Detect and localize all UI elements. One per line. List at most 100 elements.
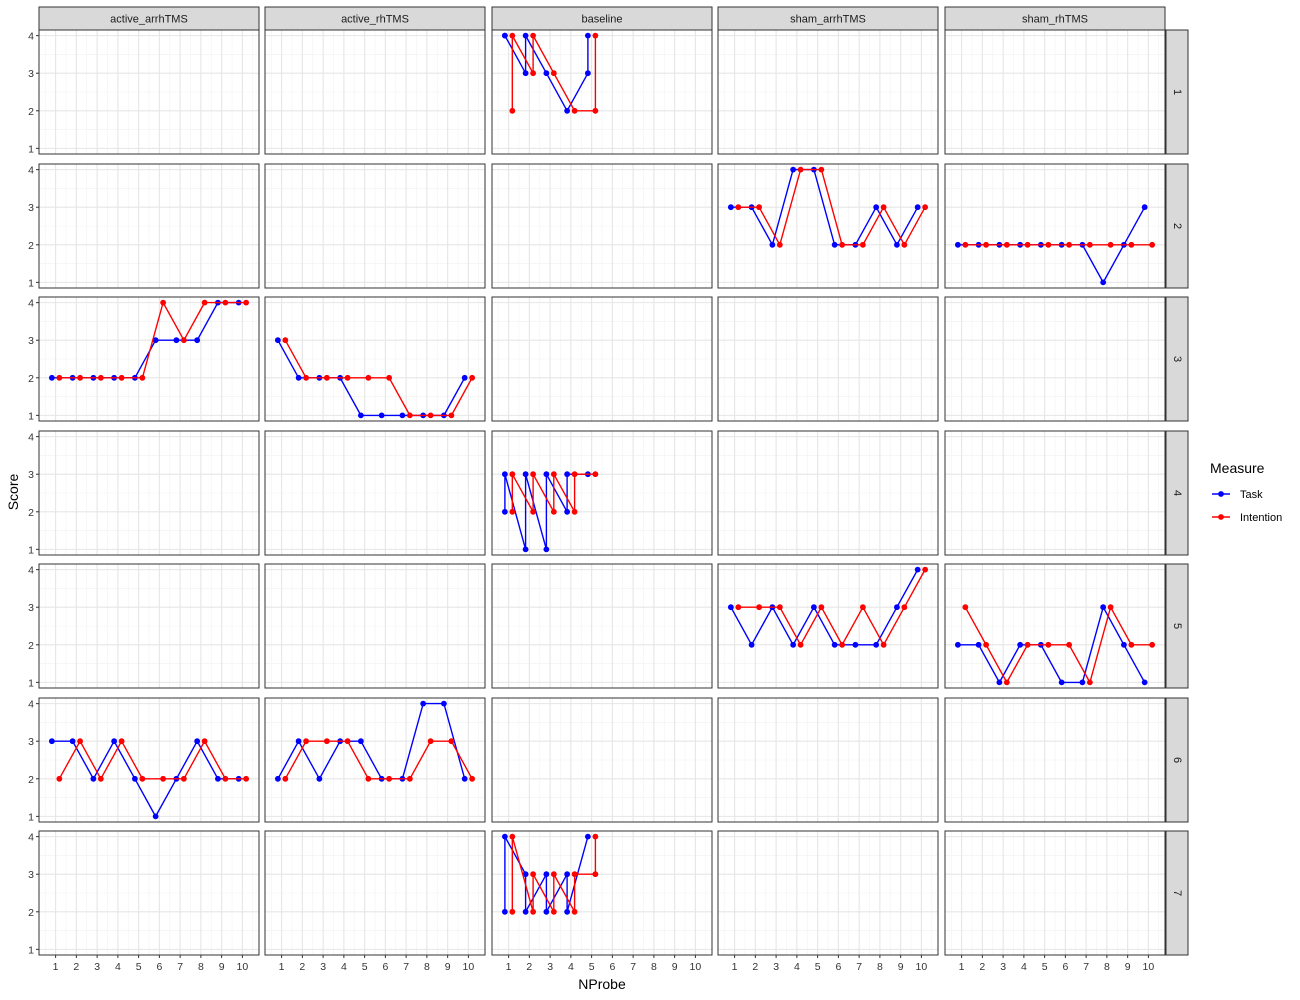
intention-point <box>901 604 908 611</box>
task-point <box>727 604 734 611</box>
intention-point <box>427 738 434 745</box>
panel-border <box>491 430 713 556</box>
task-point <box>954 241 961 248</box>
x-tick-label: 2 <box>299 961 305 973</box>
panel-border <box>38 430 260 556</box>
panel-border <box>264 830 486 956</box>
x-tick-label: 7 <box>1083 961 1089 973</box>
x-tick-label: 7 <box>403 961 409 973</box>
series-group-baseline-1 <box>501 32 599 114</box>
y-tick-label: 2 <box>28 106 34 118</box>
panel-active_rhTMS-6 <box>264 697 486 823</box>
intention-point <box>983 641 989 648</box>
x-tick-label: 4 <box>1021 961 1027 973</box>
task-point <box>111 738 118 745</box>
task-point <box>790 641 797 648</box>
task-point <box>441 700 447 707</box>
task-point <box>501 32 508 39</box>
task-point <box>543 908 550 915</box>
panel-active_arrhTMS-7 <box>38 830 260 956</box>
task-series-line <box>730 569 919 647</box>
task-point <box>584 833 591 840</box>
intention-point <box>344 738 351 745</box>
task-point <box>543 546 550 553</box>
task-point <box>748 641 755 648</box>
panel-baseline-2 <box>491 163 713 289</box>
intention-point <box>509 908 516 915</box>
intention-point <box>509 508 516 515</box>
task-point <box>914 566 921 573</box>
task-point <box>564 471 571 478</box>
row-strip-label: 5 <box>1171 623 1183 629</box>
row-strip-label: 3 <box>1171 356 1183 362</box>
y-tick-label: 2 <box>28 640 34 652</box>
intention-point <box>756 604 762 611</box>
panel-active_arrhTMS-5 <box>38 563 260 689</box>
intention-point <box>365 374 372 381</box>
intention-point <box>880 641 887 648</box>
y-tick-label: 1 <box>28 277 34 289</box>
row-strip-6 <box>1165 697 1189 823</box>
series-group-active_rhTMS-3 <box>274 337 476 419</box>
y-tick-label: 2 <box>28 373 34 385</box>
legend-label: Intention <box>1240 512 1282 524</box>
x-tick-label: 8 <box>651 961 657 973</box>
intention-point <box>323 374 330 381</box>
series-group-active_rhTMS-6 <box>274 700 476 782</box>
intention-point <box>1086 241 1093 248</box>
y-tick-label: 4 <box>28 432 34 444</box>
task-point <box>1141 679 1148 686</box>
intention-point <box>1149 241 1156 248</box>
y-tick-label: 4 <box>28 31 34 43</box>
intention-point <box>550 871 557 878</box>
x-tick-label: 2 <box>73 961 79 973</box>
task-point <box>1079 679 1086 686</box>
panel-active_rhTMS-2 <box>264 163 486 289</box>
panel-border <box>38 163 260 289</box>
intention-point <box>323 738 330 745</box>
panel-baseline-1 <box>491 29 713 155</box>
y-tick-label: 3 <box>28 602 34 614</box>
task-point <box>975 641 982 648</box>
intention-point <box>859 241 866 248</box>
panel-sham_arrhTMS-6 <box>717 697 939 823</box>
intention-series-line <box>284 740 473 780</box>
y-tick-label: 2 <box>28 774 34 786</box>
task-point <box>914 204 921 211</box>
panel-border <box>264 430 486 556</box>
x-tick-label: 10 <box>463 961 475 973</box>
task-point <box>831 641 838 648</box>
intention-point <box>818 166 825 173</box>
task-series-line <box>957 605 1146 684</box>
panel-border <box>717 296 939 422</box>
panel-border <box>717 697 939 823</box>
column-strip-active_arrhTMS <box>38 6 260 31</box>
panel-border <box>264 296 486 422</box>
row-strip-2 <box>1165 163 1189 289</box>
intention-point <box>1086 679 1093 686</box>
intention-point <box>1128 641 1135 648</box>
task-point <box>1121 641 1127 648</box>
intention-series-line <box>284 339 473 417</box>
y-tick-label: 3 <box>28 736 34 748</box>
x-tick-label: 7 <box>177 961 183 973</box>
intention-point <box>818 604 825 611</box>
task-point <box>152 337 159 344</box>
panel-sham_rhTMS-7 <box>944 830 1166 956</box>
x-tick-label: 9 <box>219 961 225 973</box>
intention-point <box>592 833 599 840</box>
task-point <box>1100 279 1107 286</box>
intention-series-line <box>59 300 247 379</box>
y-tick-label: 1 <box>28 410 34 422</box>
task-point <box>543 70 550 77</box>
task-point <box>152 813 159 820</box>
panel-border <box>717 830 939 956</box>
x-tick-label: 5 <box>815 961 821 973</box>
x-tick-label: 5 <box>589 961 595 973</box>
column-strip-active_rhTMS <box>264 6 486 31</box>
intention-point <box>1003 241 1010 248</box>
intention-point <box>550 508 557 515</box>
x-tick-label: 7 <box>856 961 862 973</box>
legend-entry-task: Task <box>1212 489 1263 501</box>
panel-baseline-3 <box>491 296 713 422</box>
